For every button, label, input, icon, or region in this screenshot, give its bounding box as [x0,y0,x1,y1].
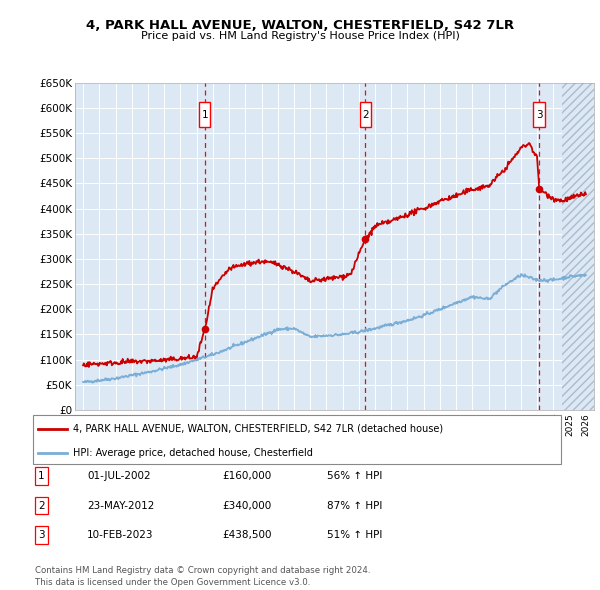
Text: 4, PARK HALL AVENUE, WALTON, CHESTERFIELD, S42 7LR: 4, PARK HALL AVENUE, WALTON, CHESTERFIEL… [86,19,514,32]
Text: HPI: Average price, detached house, Chesterfield: HPI: Average price, detached house, Ches… [73,448,313,458]
Text: 56% ↑ HPI: 56% ↑ HPI [327,471,382,481]
Text: 10-FEB-2023: 10-FEB-2023 [87,530,154,540]
Text: 2: 2 [38,501,45,510]
Bar [562,83,594,410]
FancyBboxPatch shape [359,102,371,127]
Text: 1: 1 [38,471,45,481]
Text: £160,000: £160,000 [222,471,271,481]
Text: 51% ↑ HPI: 51% ↑ HPI [327,530,382,540]
Text: 3: 3 [38,530,45,540]
Text: 23-MAY-2012: 23-MAY-2012 [87,501,154,510]
Text: £438,500: £438,500 [222,530,271,540]
Text: £340,000: £340,000 [222,501,271,510]
FancyBboxPatch shape [533,102,545,127]
Text: 1: 1 [202,110,208,120]
Text: 01-JUL-2002: 01-JUL-2002 [87,471,151,481]
Text: 2: 2 [362,110,368,120]
Text: 4, PARK HALL AVENUE, WALTON, CHESTERFIELD, S42 7LR (detached house): 4, PARK HALL AVENUE, WALTON, CHESTERFIEL… [73,424,443,434]
FancyBboxPatch shape [199,102,211,127]
Text: Contains HM Land Registry data © Crown copyright and database right 2024.
This d: Contains HM Land Registry data © Crown c… [35,566,370,587]
Text: Price paid vs. HM Land Registry's House Price Index (HPI): Price paid vs. HM Land Registry's House … [140,31,460,41]
Text: 87% ↑ HPI: 87% ↑ HPI [327,501,382,510]
FancyBboxPatch shape [33,415,561,464]
Text: 3: 3 [536,110,542,120]
